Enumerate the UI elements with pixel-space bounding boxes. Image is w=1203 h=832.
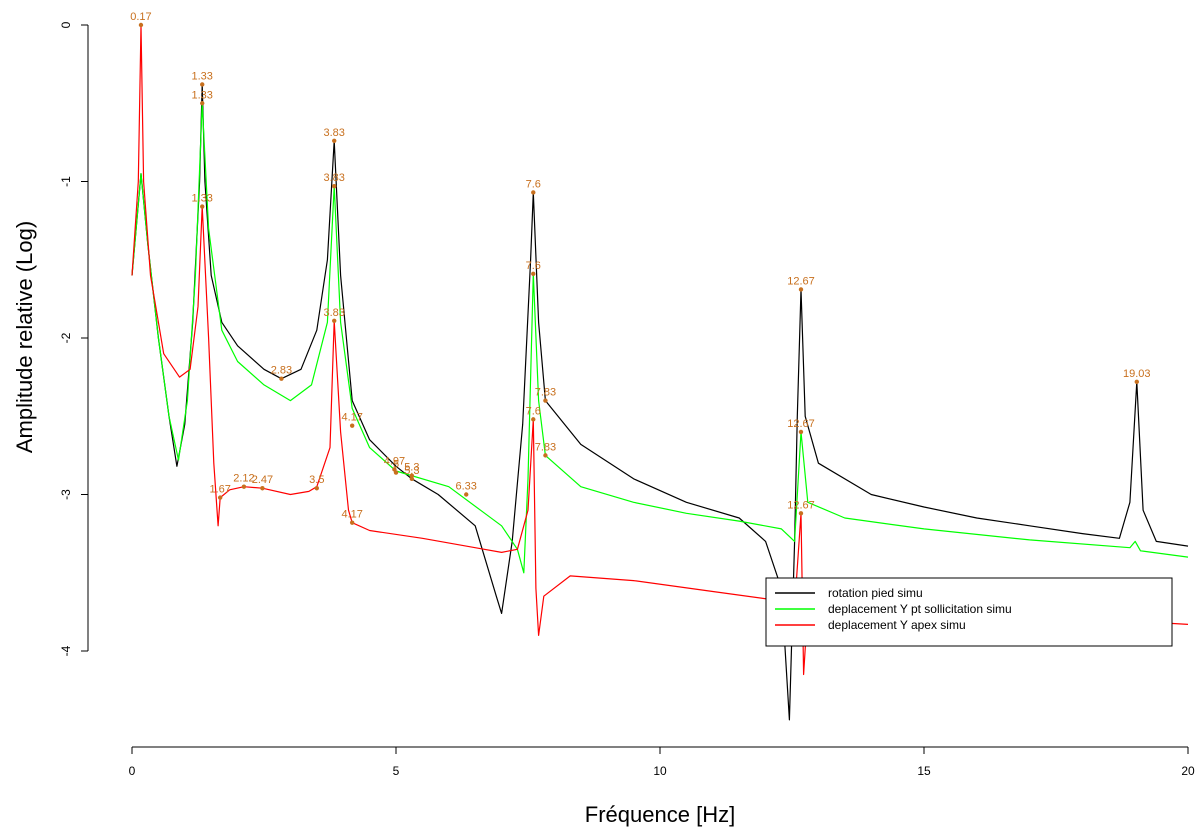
peak-marker	[349, 520, 355, 525]
peak-label: 1.33	[192, 70, 213, 82]
legend-label: deplacement Y apex simu	[828, 618, 966, 632]
peak-label: 2.83	[271, 365, 292, 377]
peak-label: 3.83	[324, 172, 345, 184]
peak-marker	[314, 486, 319, 491]
peak-marker	[464, 492, 469, 497]
series-line-3	[131, 24, 1189, 676]
peak-label: 3.83	[324, 307, 345, 319]
x-tick-label: 10	[653, 764, 667, 778]
x-ticks: 0 5 10 15 20	[129, 747, 1195, 778]
peak-label: 12.67	[787, 499, 815, 511]
series-line-2	[131, 102, 1189, 574]
peak-label: 4.17	[341, 412, 362, 424]
peak-marker	[409, 476, 415, 482]
peak-label: 7.6	[526, 260, 541, 272]
peak-label: 1.33	[192, 193, 213, 205]
series-lines	[131, 24, 1189, 721]
peak-marker	[393, 470, 399, 475]
peak-label: 4.17	[341, 509, 362, 521]
peak-marker	[260, 486, 265, 491]
peak-label: 2.47	[252, 474, 273, 486]
peak-label: 3.5	[309, 474, 324, 486]
peak-label: 12.67	[787, 275, 815, 287]
peak-label: 4.97	[384, 455, 405, 467]
y-tick-label: -2	[59, 332, 73, 343]
peak-label: 7.83	[535, 387, 556, 399]
y-axis-title: Amplitude relative (Log)	[12, 221, 37, 453]
peak-label: 7.6	[526, 405, 541, 417]
peak-marker	[798, 429, 804, 435]
x-tick-label: 15	[917, 764, 931, 778]
peak-label: 1.33	[192, 89, 213, 101]
peak-marker	[409, 473, 415, 478]
peak-marker	[332, 183, 337, 189]
peak-marker	[279, 376, 284, 381]
peak-label: 0.17	[130, 11, 151, 23]
peak-label: 19.03	[1123, 368, 1151, 380]
peak-marker	[200, 101, 205, 106]
peak-marker	[217, 495, 223, 500]
legend-box	[765, 577, 1173, 647]
y-tick-label: -1	[59, 176, 73, 187]
y-tick-label: 0	[59, 21, 73, 28]
peak-label: 12.67	[787, 418, 815, 430]
peak-label: 7.83	[535, 441, 556, 453]
peak-label: 2.12	[233, 473, 254, 485]
peak-label: 1.67	[209, 484, 230, 496]
peak-label: 5	[393, 459, 399, 471]
x-tick-label: 5	[393, 764, 400, 778]
peak-marker	[349, 423, 355, 428]
peak-marker	[200, 204, 205, 209]
peak-labels: 0.17 1.33 1.33 1.33 3.83 3.83 3.83 2.83 1.672.12…	[130, 11, 1151, 525]
peak-label: 3.83	[324, 127, 345, 139]
peak-marker	[332, 318, 337, 323]
peak-marker	[798, 287, 804, 292]
peak-label: 6.33	[456, 481, 477, 493]
peak-label: 5.3	[404, 462, 419, 474]
legend-label: deplacement Y pt sollicitation simu	[828, 602, 1012, 616]
y-tick-label: -3	[59, 489, 73, 500]
x-tick-label: 20	[1181, 764, 1195, 778]
legend: rotation pied simu deplacement Y pt solli…	[765, 577, 1173, 647]
x-axis-title: Fréquence [Hz]	[585, 802, 735, 827]
peak-label: 7.6	[526, 178, 541, 190]
peak-marker	[332, 138, 337, 144]
peak-marker	[138, 22, 144, 28]
peak-marker	[531, 271, 536, 277]
peak-marker	[798, 511, 804, 516]
peak-marker	[241, 484, 247, 489]
peak-marker	[543, 398, 548, 403]
y-tick-label: -4	[59, 645, 73, 656]
x-tick-label: 0	[129, 764, 136, 778]
peak-marker	[531, 417, 536, 422]
peak-label: 5.3	[404, 465, 419, 477]
peak-marker	[543, 453, 548, 458]
peak-marker	[200, 82, 205, 87]
peak-marker	[1134, 379, 1139, 385]
legend-label: rotation pied simu	[828, 586, 923, 600]
y-ticks: 0 -1 -2 -3 -4	[59, 21, 88, 656]
peak-marker	[531, 190, 536, 195]
